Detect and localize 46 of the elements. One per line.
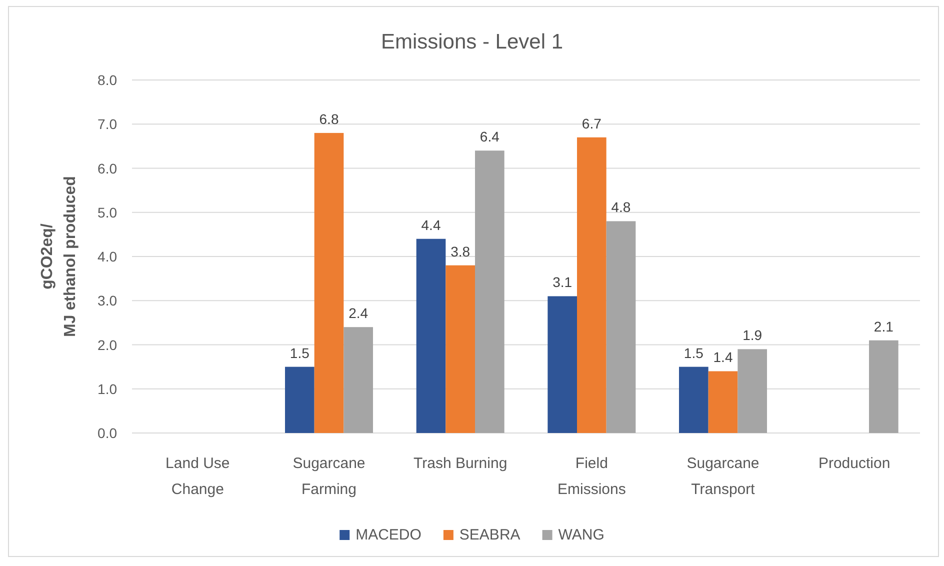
chart-title: Emissions - Level 1: [380, 30, 564, 54]
bar: [475, 150, 504, 433]
bar: [679, 366, 708, 433]
legend-label: SEABRA: [459, 526, 520, 544]
bar: [446, 265, 475, 433]
x-tick-label: Land Use Change: [166, 455, 230, 498]
data-label: 4.8: [611, 199, 631, 216]
x-tick-label: Sugarcane Farming: [292, 455, 366, 498]
data-label: 6.8: [319, 110, 339, 127]
bar: [548, 296, 577, 433]
bar: [606, 221, 636, 433]
y-tick-label: 2.0: [98, 336, 118, 353]
y-tick-label: 4.0: [98, 248, 118, 264]
legend-label: MACEDO: [356, 526, 422, 544]
x-tick-label: Field Emissions: [557, 455, 626, 498]
y-tick-label: 7.0: [98, 116, 118, 132]
y-tick-label: 0.0: [98, 425, 118, 441]
bar: [344, 327, 373, 433]
data-label: 2.4: [348, 305, 368, 322]
data-label: 3.1: [552, 274, 572, 290]
legend-label: WANG: [558, 526, 604, 544]
bar: [285, 366, 314, 433]
data-label: 3.8: [450, 243, 470, 260]
x-tick-label: Trash Burning: [414, 455, 508, 472]
data-label: 1.5: [290, 344, 310, 361]
data-label: 2.1: [874, 318, 894, 334]
data-label: 1.4: [713, 349, 733, 366]
data-label: 6.7: [582, 115, 602, 132]
x-tick-label: Production: [818, 455, 890, 472]
bar: [416, 238, 446, 433]
bar: [738, 349, 767, 433]
bar: [869, 340, 898, 433]
y-tick-label: 3.0: [98, 292, 118, 309]
y-tick-label: 6.0: [98, 160, 118, 176]
bar: [577, 137, 606, 433]
y-axis-title: gCO2eq/ MJ ethanol produced: [39, 176, 79, 337]
bar: [708, 371, 738, 433]
bar: [314, 132, 344, 433]
x-tick-label: Sugarcane Transport: [686, 455, 760, 498]
data-label: 6.4: [480, 128, 500, 145]
y-tick-label: 5.0: [98, 204, 118, 220]
y-tick-label: 1.0: [98, 380, 118, 397]
data-label: 1.5: [684, 344, 704, 361]
y-tick-label: 8.0: [98, 72, 118, 88]
data-label: 1.9: [742, 327, 762, 344]
data-label: 4.4: [421, 216, 441, 233]
